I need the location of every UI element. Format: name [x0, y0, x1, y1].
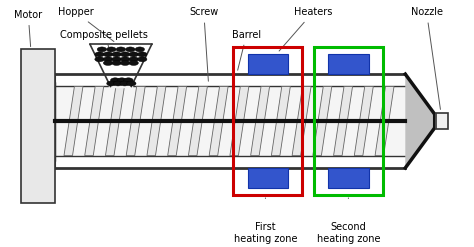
Polygon shape: [147, 86, 166, 156]
Bar: [328, 54, 368, 74]
Circle shape: [95, 57, 104, 62]
Circle shape: [120, 81, 129, 86]
Circle shape: [129, 61, 138, 65]
Polygon shape: [188, 86, 207, 156]
Circle shape: [116, 47, 126, 52]
Circle shape: [112, 61, 121, 65]
Polygon shape: [168, 86, 187, 156]
Circle shape: [120, 57, 130, 62]
Polygon shape: [354, 86, 373, 156]
Polygon shape: [209, 86, 228, 156]
Polygon shape: [230, 86, 249, 156]
Circle shape: [129, 57, 138, 62]
Circle shape: [120, 52, 130, 57]
Circle shape: [95, 52, 104, 57]
Polygon shape: [105, 86, 124, 156]
Polygon shape: [271, 86, 290, 156]
Circle shape: [103, 61, 113, 65]
Circle shape: [110, 78, 120, 83]
Text: Screw: Screw: [189, 7, 219, 81]
Polygon shape: [313, 86, 332, 156]
Polygon shape: [334, 86, 353, 156]
Polygon shape: [405, 74, 438, 168]
Circle shape: [97, 47, 107, 52]
Bar: [314, 47, 383, 195]
Text: Barrel: Barrel: [232, 30, 261, 70]
Bar: [247, 54, 288, 74]
Circle shape: [137, 57, 147, 62]
Circle shape: [113, 81, 123, 86]
Circle shape: [120, 61, 130, 65]
Polygon shape: [251, 86, 270, 156]
Bar: [436, 113, 448, 129]
Circle shape: [126, 47, 135, 52]
Text: Hopper: Hopper: [58, 7, 114, 41]
Circle shape: [107, 47, 116, 52]
Bar: [233, 47, 302, 195]
Circle shape: [112, 57, 121, 62]
Bar: [247, 168, 288, 188]
Circle shape: [127, 81, 136, 86]
Circle shape: [129, 52, 138, 57]
Text: Composite pellets: Composite pellets: [60, 30, 148, 52]
Text: First
heating zone: First heating zone: [234, 222, 297, 244]
Text: Motor: Motor: [14, 10, 42, 47]
Circle shape: [112, 52, 121, 57]
Text: Heaters: Heaters: [279, 7, 332, 51]
Circle shape: [103, 57, 113, 62]
Circle shape: [124, 78, 133, 83]
Polygon shape: [292, 86, 311, 156]
Bar: [328, 168, 368, 188]
Bar: [55, 86, 405, 156]
Circle shape: [135, 47, 145, 52]
Polygon shape: [375, 86, 394, 156]
Circle shape: [137, 52, 147, 57]
Polygon shape: [64, 86, 83, 156]
Bar: [21, 49, 55, 203]
Polygon shape: [85, 86, 104, 156]
Text: Second
heating zone: Second heating zone: [317, 222, 380, 244]
Text: Nozzle: Nozzle: [410, 7, 443, 109]
Polygon shape: [126, 86, 145, 156]
Circle shape: [103, 52, 113, 57]
Circle shape: [107, 81, 116, 86]
Circle shape: [117, 78, 127, 83]
Bar: [36, 82, 55, 161]
